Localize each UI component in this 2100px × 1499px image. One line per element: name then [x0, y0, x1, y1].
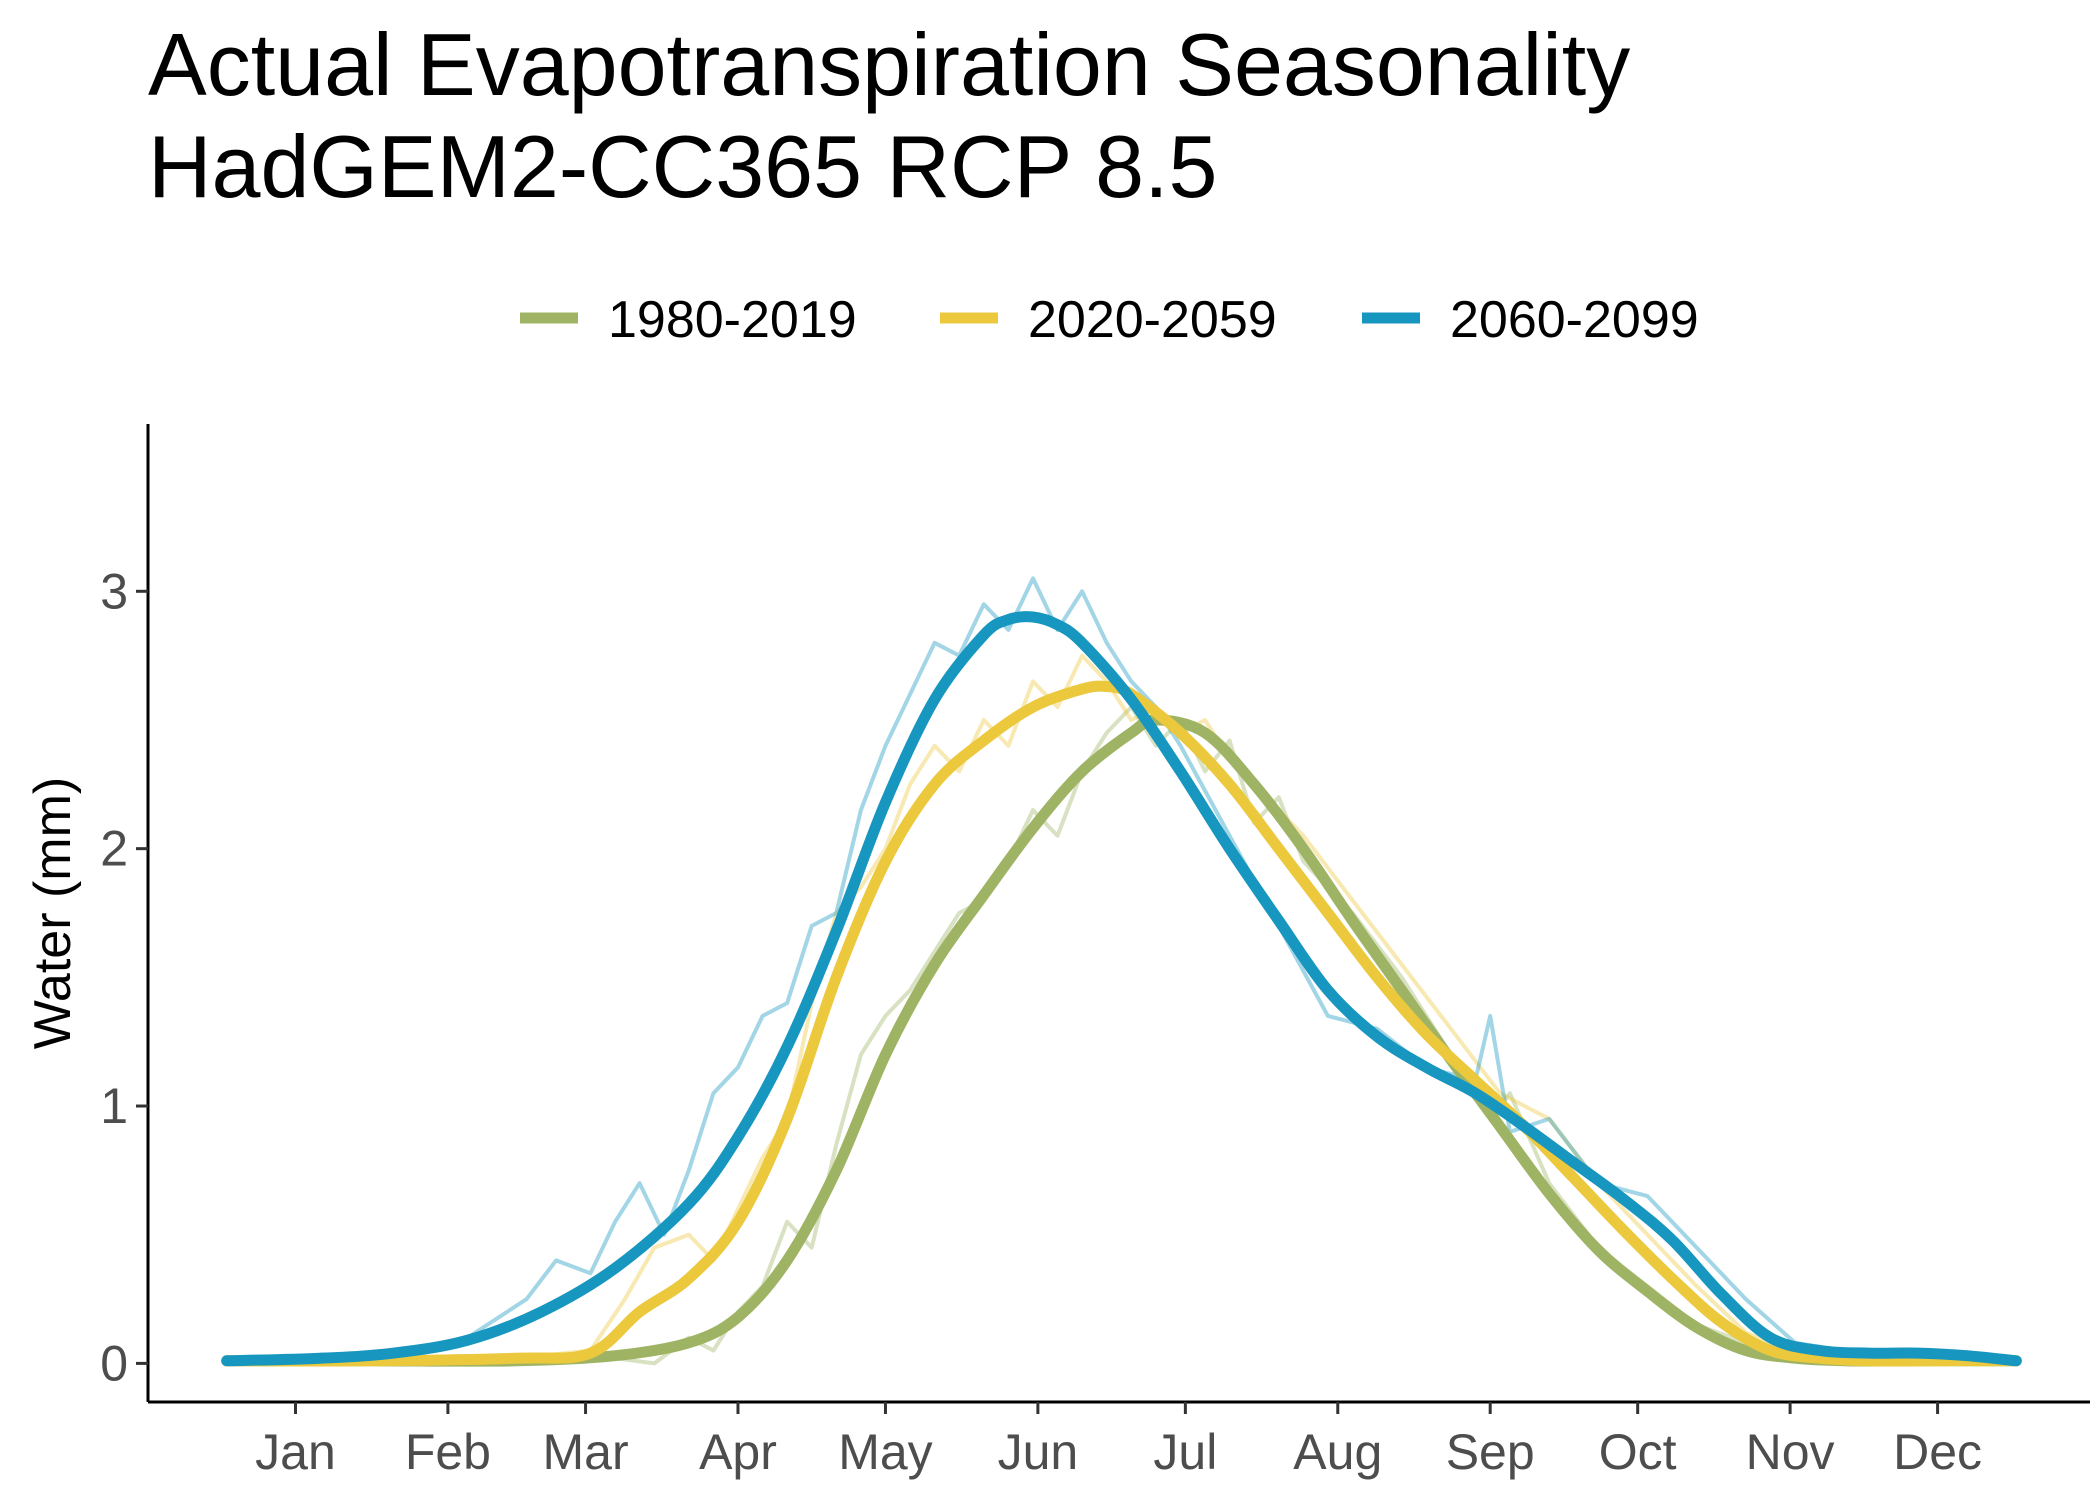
x-tick-label-feb: Feb [405, 1424, 491, 1480]
x-tick-label-jan: Jan [255, 1424, 336, 1480]
smooth-line-1980-2019 [221, 714, 2022, 1367]
x-tick-label-may: May [838, 1424, 932, 1480]
chart-subtitle: HadGEM2-CC365 RCP 8.5 [148, 117, 1218, 216]
legend-item-2020-2059: 2020-2059 [940, 291, 1277, 349]
y-tick-label: 1 [100, 1078, 128, 1134]
x-tick-label-mar: Mar [543, 1424, 629, 1480]
x-tick-label-dec: Dec [1893, 1424, 1982, 1480]
chart-title: Actual Evapotranspiration Seasonality Ha… [148, 14, 1630, 218]
x-tick-label-jun: Jun [998, 1424, 1079, 1480]
legend-label-2060-2099: 2060-2099 [1450, 291, 1699, 349]
raw-line-1980-2019 [226, 705, 2017, 1366]
y-axis-title: Water (mm) [24, 777, 82, 1049]
chart-title-line1: Actual Evapotranspiration Seasonality [148, 15, 1631, 114]
x-tick-label-apr: Apr [699, 1424, 777, 1480]
x-axis-ticks: Jan Feb Mar Apr May Jun Jul Aug Sep Oct Nov Dec [255, 1402, 1982, 1480]
y-tick-label: 2 [100, 821, 128, 877]
legend-label-1980-2019: 1980-2019 [608, 291, 857, 349]
chart-axes [146, 424, 2090, 1404]
x-tick-label-sep: Sep [1446, 1424, 1535, 1480]
y-tick-label: 0 [100, 1335, 128, 1391]
legend-item-2060-2099: 2060-2099 [1362, 291, 1699, 349]
legend-item-1980-2019: 1980-2019 [520, 291, 857, 349]
x-tick-label-nov: Nov [1746, 1424, 1835, 1480]
x-tick-label-aug: Aug [1293, 1424, 1382, 1480]
smoothed-series-lines [221, 611, 2022, 1367]
x-tick-label-jul: Jul [1153, 1424, 1217, 1480]
raw-line-2020-2059 [226, 653, 2017, 1363]
y-tick-label: 3 [100, 563, 128, 619]
raw-line-2060-2099 [226, 576, 2017, 1363]
smooth-line-2060-2099 [221, 611, 2022, 1367]
smooth-line-2020-2059 [221, 680, 2022, 1367]
y-axis-ticks: 0 1 2 3 [100, 563, 148, 1391]
x-tick-label-oct: Oct [1599, 1424, 1677, 1480]
raw-series-lines [226, 576, 2017, 1366]
legend-label-2020-2059: 2020-2059 [1028, 291, 1277, 349]
chart-legend: 1980-2019 2020-2059 2060-2099 [520, 291, 1699, 349]
